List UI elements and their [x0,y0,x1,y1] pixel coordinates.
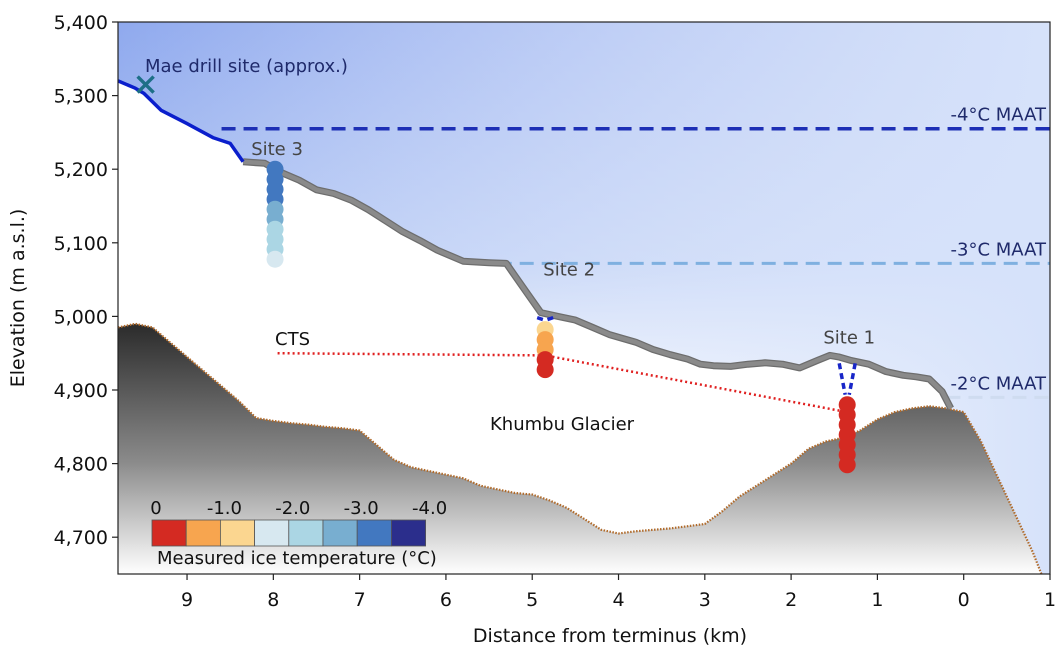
temperature-point [838,456,856,474]
bedrock-outline [118,322,1043,574]
x-tick-label: 8 [267,589,279,611]
temperature-point [266,250,284,268]
plot-frame [117,21,1051,575]
y-tick-label: 5,000 [54,306,108,328]
colorbar-tick-label: -2.0 [275,498,310,519]
colorbar-swatch [288,519,324,547]
site-connector [837,363,857,396]
y-tick-label: 5,300 [54,86,108,108]
y-tick-label: 5,100 [54,233,108,255]
x-tick-label: 0 [958,589,970,611]
maat-label: -3°C MAAT [951,239,1047,260]
x-tick-label: 5 [526,589,538,611]
colorbar-swatch [219,519,255,547]
site-1-label: Site 1 [823,328,875,349]
x-tick-label: 2 [785,589,797,611]
x-axis-title: Distance from terminus (km) [473,625,747,647]
colorbar-swatch [356,519,392,547]
y-tick-label: 4,800 [54,454,108,476]
colorbar-swatch [390,519,426,547]
upper-surface-line [118,79,245,163]
x-tick-label: 4 [612,589,624,611]
x-tick-label: 1 [1044,589,1056,611]
colorbar-tick-label: -1.0 [207,498,242,519]
x-tick-label: 6 [440,589,452,611]
x-tick-label: 7 [354,589,366,611]
y-tick-label: 4,900 [54,380,108,402]
colorbar-swatch [151,519,187,547]
maat-label: -2°C MAAT [951,373,1047,394]
y-tick-label: 4,700 [54,527,108,549]
y-axis-title: Elevation (m a.s.l.) [7,209,29,388]
x-tick-label: 3 [699,589,711,611]
colorbar-title: Measured ice temperature (°C) [157,548,437,569]
cts-label: CTS [275,329,310,350]
y-tick-label: 5,200 [54,159,108,181]
colorbar-tick-label: 0 [150,498,161,519]
site-connector [536,315,554,322]
drill-site-label: Mae drill site (approx.) [145,56,348,77]
x-tick-label: 1 [871,589,883,611]
x-tick-label: 9 [181,589,193,611]
site-3-label: Site 3 [251,139,303,160]
glacier-label: Khumbu Glacier [490,414,635,435]
colorbar-tick-label: -4.0 [412,498,447,519]
drill-site-marker [136,75,155,94]
y-tick-label: 5,400 [54,12,108,34]
site-2-label: Site 2 [543,260,595,281]
colorbar-swatch [185,519,221,547]
glacier-surface-line [242,159,953,410]
colorbar-swatch [254,519,290,547]
colorbar-swatch [322,519,358,547]
maat-label: -4°C MAAT [951,105,1047,126]
colorbar-tick-label: -3.0 [344,498,379,519]
temperature-point [536,361,554,379]
bedrock-area [118,323,1042,574]
